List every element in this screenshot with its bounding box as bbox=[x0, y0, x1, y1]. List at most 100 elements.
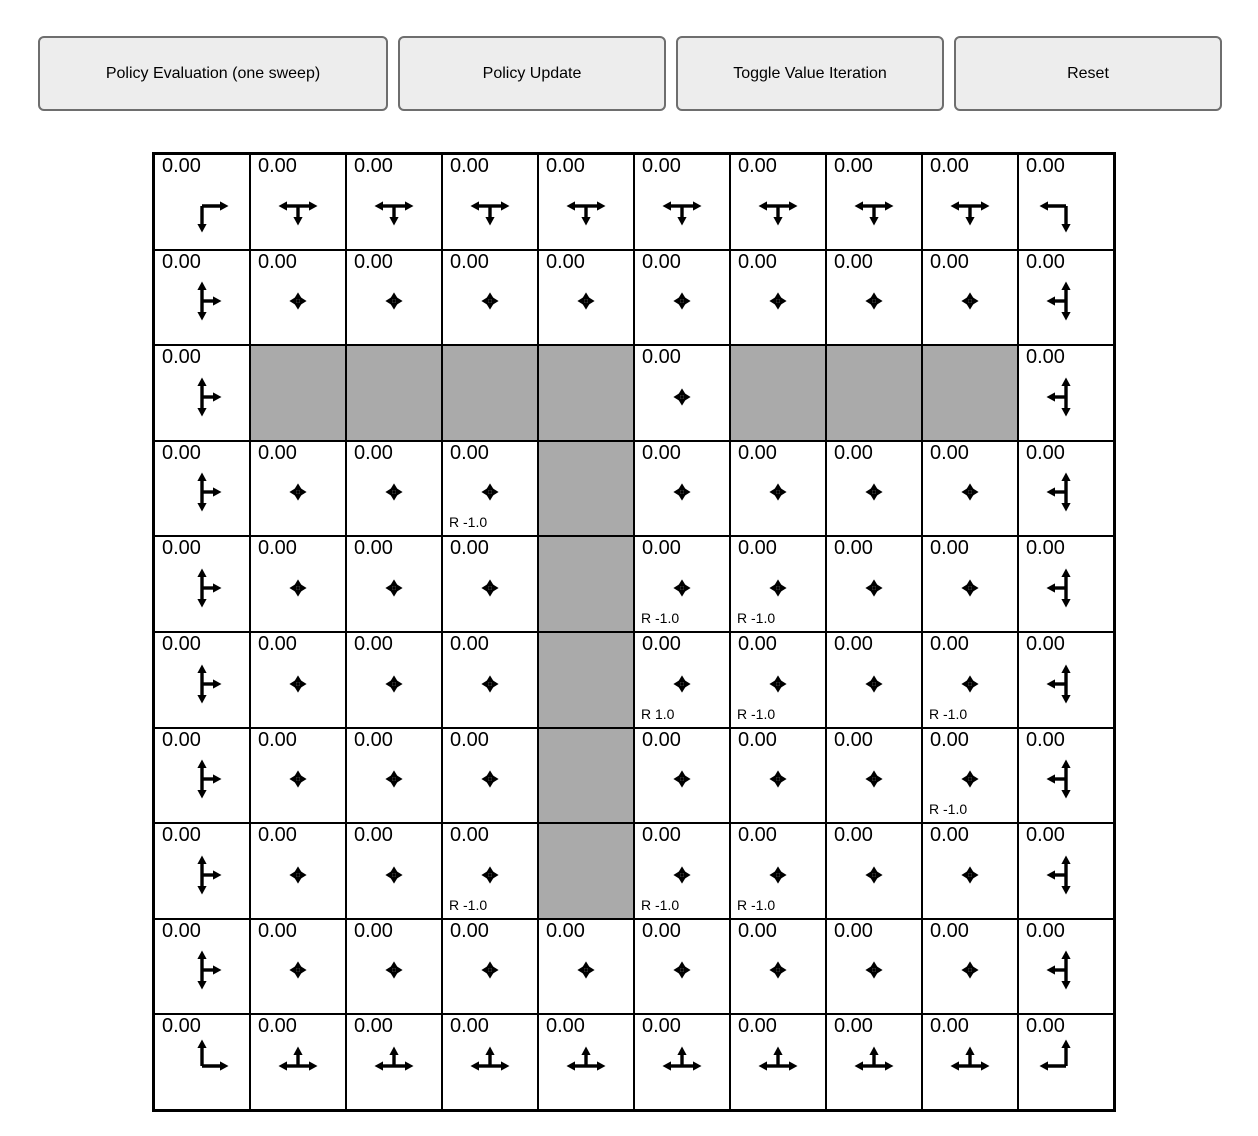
policy-arrows-icon bbox=[197, 855, 222, 895]
grid-cell: 0.00 bbox=[250, 440, 346, 537]
grid-cell: 0.00 bbox=[442, 918, 538, 1015]
cell-value: 0.00 bbox=[546, 250, 585, 273]
cell-value: 0.00 bbox=[450, 250, 489, 273]
policy-arrows-icon bbox=[865, 770, 883, 788]
cell-value: 0.00 bbox=[162, 155, 201, 177]
cell-value: 0.00 bbox=[834, 441, 873, 464]
grid-cell: 0.00 R -1.0 bbox=[730, 823, 826, 919]
grid-cell: 0.00 bbox=[346, 440, 442, 537]
toggle-value-iteration-button[interactable]: Toggle Value Iteration bbox=[676, 36, 944, 111]
cell-reward-label: R -1.0 bbox=[737, 705, 776, 722]
cell-value: 0.00 bbox=[738, 824, 777, 847]
grid-cell: 0.00 bbox=[922, 823, 1018, 919]
wall-cell bbox=[442, 345, 538, 441]
cell-value: 0.00 bbox=[642, 1015, 681, 1038]
cell-reward-label: R -1.0 bbox=[737, 609, 776, 626]
grid-cell: 0.00 bbox=[730, 727, 826, 824]
policy-arrows-icon bbox=[374, 200, 414, 226]
policy-arrows-icon bbox=[865, 292, 883, 310]
policy-arrows-icon bbox=[577, 961, 595, 979]
policy-evaluation-button[interactable]: Policy Evaluation (one sweep) bbox=[38, 36, 388, 111]
policy-arrows-icon bbox=[1046, 472, 1071, 512]
cell-value: 0.00 bbox=[354, 632, 393, 655]
cell-value: 0.00 bbox=[354, 155, 393, 177]
cell-value: 0.00 bbox=[162, 728, 201, 751]
policy-arrows-icon bbox=[481, 770, 499, 788]
policy-arrows-icon bbox=[673, 961, 691, 979]
cell-value: 0.00 bbox=[834, 824, 873, 847]
cell-value: 0.00 bbox=[258, 919, 297, 942]
policy-arrows-icon bbox=[769, 579, 787, 597]
cell-value: 0.00 bbox=[258, 155, 297, 177]
cell-value: 0.00 bbox=[354, 824, 393, 847]
policy-arrows-icon bbox=[865, 866, 883, 884]
policy-arrows-icon bbox=[385, 483, 403, 501]
cell-value: 0.00 bbox=[450, 155, 489, 177]
cell-value: 0.00 bbox=[450, 919, 489, 942]
policy-arrows-icon bbox=[961, 483, 979, 501]
grid-cell: 0.00 bbox=[634, 440, 730, 537]
policy-arrows-icon bbox=[1046, 377, 1071, 417]
cell-value: 0.00 bbox=[162, 919, 201, 942]
cell-reward-label: R -1.0 bbox=[641, 896, 680, 913]
policy-arrows-icon bbox=[1046, 281, 1071, 321]
grid-cell: 0.00 R -1.0 bbox=[442, 823, 538, 919]
policy-arrows-icon bbox=[566, 1046, 606, 1071]
policy-arrows-icon bbox=[769, 483, 787, 501]
grid-cell: 0.00 bbox=[826, 823, 922, 919]
cell-value: 0.00 bbox=[834, 1015, 873, 1038]
policy-arrows-icon bbox=[961, 292, 979, 310]
grid-cell: 0.00 bbox=[1018, 1014, 1114, 1110]
grid-cell: 0.00 bbox=[154, 823, 250, 919]
policy-arrows-icon bbox=[197, 281, 222, 321]
cell-value: 0.00 bbox=[1026, 632, 1065, 655]
grid-cell: 0.00 bbox=[154, 536, 250, 632]
policy-arrows-icon bbox=[197, 200, 229, 233]
grid-cell: 0.00 bbox=[442, 249, 538, 346]
policy-arrows-icon bbox=[854, 1046, 894, 1071]
cell-value: 0.00 bbox=[546, 155, 585, 177]
grid-cell: 0.00 bbox=[922, 918, 1018, 1015]
cell-value: 0.00 bbox=[642, 919, 681, 942]
grid-cell: 0.00 bbox=[826, 727, 922, 824]
grid-cell: 0.00 bbox=[1018, 918, 1114, 1015]
grid-cell: 0.00 bbox=[634, 154, 730, 250]
policy-arrows-icon bbox=[197, 1039, 229, 1071]
cell-value: 0.00 bbox=[738, 537, 777, 560]
toolbar: Policy Evaluation (one sweep) Policy Upd… bbox=[38, 36, 1222, 111]
grid-cell: 0.00 bbox=[1018, 440, 1114, 537]
grid-cell: 0.00 bbox=[250, 249, 346, 346]
policy-arrows-icon bbox=[289, 483, 307, 501]
reset-button[interactable]: Reset bbox=[954, 36, 1222, 111]
wall-cell bbox=[538, 727, 634, 824]
policy-arrows-icon bbox=[865, 579, 883, 597]
policy-arrows-icon bbox=[470, 1046, 510, 1071]
cell-value: 0.00 bbox=[450, 1015, 489, 1038]
policy-arrows-icon bbox=[289, 770, 307, 788]
cell-value: 0.00 bbox=[258, 728, 297, 751]
cell-value: 0.00 bbox=[450, 824, 489, 847]
cell-value: 0.00 bbox=[642, 441, 681, 464]
cell-value: 0.00 bbox=[258, 1015, 297, 1038]
policy-arrows-icon bbox=[385, 770, 403, 788]
policy-arrows-icon bbox=[385, 961, 403, 979]
grid-cell: 0.00 bbox=[826, 536, 922, 632]
grid-cell: 0.00 bbox=[250, 727, 346, 824]
grid-cell: 0.00 bbox=[154, 727, 250, 824]
cell-value: 0.00 bbox=[1026, 155, 1065, 177]
policy-arrows-icon bbox=[278, 1046, 318, 1071]
policy-update-button[interactable]: Policy Update bbox=[398, 36, 666, 111]
policy-arrows-icon bbox=[481, 483, 499, 501]
cell-reward-label: R -1.0 bbox=[641, 609, 680, 626]
policy-arrows-icon bbox=[865, 674, 883, 693]
grid-cell: 0.00 bbox=[1018, 631, 1114, 728]
policy-arrows-icon bbox=[769, 961, 787, 979]
cell-value: 0.00 bbox=[930, 250, 969, 273]
grid-cell: 0.00 bbox=[442, 154, 538, 250]
grid-cell: 0.00 bbox=[346, 823, 442, 919]
policy-arrows-icon bbox=[662, 200, 702, 226]
grid-cell: 0.00 bbox=[346, 918, 442, 1015]
policy-arrows-icon bbox=[289, 292, 307, 310]
grid-cell: 0.00 R -1.0 bbox=[730, 631, 826, 728]
cell-value: 0.00 bbox=[1026, 441, 1065, 464]
